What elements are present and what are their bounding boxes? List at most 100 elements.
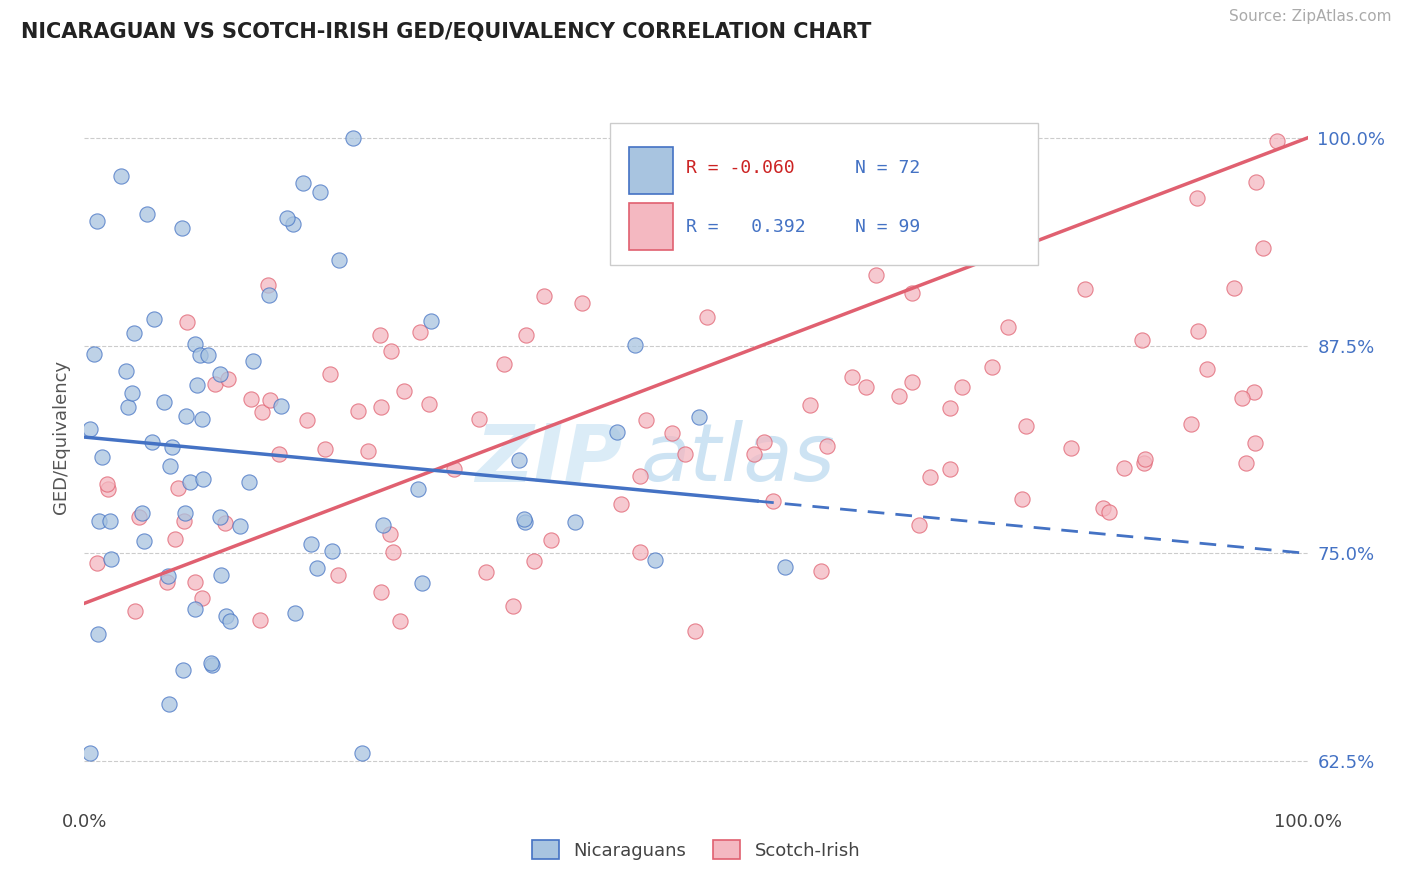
Point xyxy=(257,288,280,302)
Point xyxy=(270,400,292,414)
Point xyxy=(1244,435,1267,450)
Point xyxy=(297,413,319,427)
Point xyxy=(468,412,491,426)
Point xyxy=(193,472,215,486)
Point xyxy=(128,509,150,524)
Point xyxy=(855,380,877,394)
Point xyxy=(86,214,108,228)
Point xyxy=(370,400,392,414)
Point xyxy=(121,386,143,401)
Point xyxy=(411,575,433,590)
Point xyxy=(215,608,238,623)
Text: R = -0.060: R = -0.060 xyxy=(686,159,794,177)
Point xyxy=(1230,391,1253,405)
Point xyxy=(901,375,924,389)
Point xyxy=(86,556,108,570)
Point xyxy=(609,497,631,511)
Point xyxy=(1098,505,1121,519)
FancyBboxPatch shape xyxy=(628,146,672,194)
Point xyxy=(346,404,368,418)
Point xyxy=(368,327,391,342)
Point xyxy=(342,131,364,145)
Point xyxy=(97,482,120,496)
Point xyxy=(321,543,343,558)
Point xyxy=(209,568,232,582)
Point xyxy=(381,545,404,559)
Point xyxy=(1132,333,1154,347)
Point xyxy=(98,514,121,528)
Point xyxy=(83,347,105,361)
Point xyxy=(980,359,1002,374)
Point xyxy=(628,468,651,483)
Point xyxy=(124,604,146,618)
Point xyxy=(229,518,252,533)
Point xyxy=(1251,241,1274,255)
Point xyxy=(100,551,122,566)
Point xyxy=(502,599,524,614)
Point xyxy=(634,413,657,427)
Point xyxy=(443,461,465,475)
Point xyxy=(392,384,415,398)
Point xyxy=(184,575,207,590)
Point xyxy=(328,567,350,582)
Point xyxy=(865,268,887,283)
Point xyxy=(388,615,411,629)
Point xyxy=(132,534,155,549)
Point xyxy=(299,537,322,551)
Point xyxy=(309,185,332,199)
Point xyxy=(1135,451,1157,466)
Point xyxy=(1060,442,1083,456)
Point xyxy=(1112,461,1135,475)
Point xyxy=(1187,324,1209,338)
Point xyxy=(810,564,832,578)
Point xyxy=(872,205,894,219)
Point xyxy=(1265,134,1288,148)
Text: atlas: atlas xyxy=(641,420,835,498)
Point xyxy=(214,516,236,531)
Point xyxy=(184,337,207,351)
Point xyxy=(96,477,118,491)
Point xyxy=(217,372,239,386)
Point xyxy=(186,378,208,392)
Point xyxy=(1244,175,1267,189)
Point xyxy=(291,176,314,190)
Point xyxy=(115,364,138,378)
Y-axis label: GED/Equivalency: GED/Equivalency xyxy=(52,360,70,514)
Point xyxy=(1195,362,1218,376)
Point xyxy=(163,532,186,546)
Point xyxy=(1073,282,1095,296)
Point xyxy=(242,354,264,368)
Point xyxy=(887,389,910,403)
Point xyxy=(110,169,132,184)
Point xyxy=(156,569,179,583)
Point xyxy=(79,746,101,760)
Point xyxy=(162,440,184,454)
Point xyxy=(371,517,394,532)
Point xyxy=(141,434,163,449)
Point xyxy=(281,217,304,231)
Point xyxy=(173,514,195,528)
Point xyxy=(841,370,863,384)
Point xyxy=(209,510,232,524)
Point xyxy=(900,286,922,301)
Point xyxy=(742,447,765,461)
Point xyxy=(533,289,555,303)
Point xyxy=(370,585,392,599)
Point xyxy=(523,554,546,568)
Point xyxy=(815,439,838,453)
Point xyxy=(174,506,197,520)
Point xyxy=(1223,281,1246,295)
Point xyxy=(91,450,114,464)
Point xyxy=(406,483,429,497)
Point xyxy=(188,348,211,362)
Point xyxy=(540,533,562,547)
Text: N = 72: N = 72 xyxy=(855,159,921,177)
Point xyxy=(1133,456,1156,470)
Point xyxy=(204,376,226,391)
Point xyxy=(1015,418,1038,433)
Point xyxy=(762,493,785,508)
Point xyxy=(257,277,280,292)
Point xyxy=(1180,417,1202,432)
Point xyxy=(997,319,1019,334)
Point xyxy=(673,447,696,461)
